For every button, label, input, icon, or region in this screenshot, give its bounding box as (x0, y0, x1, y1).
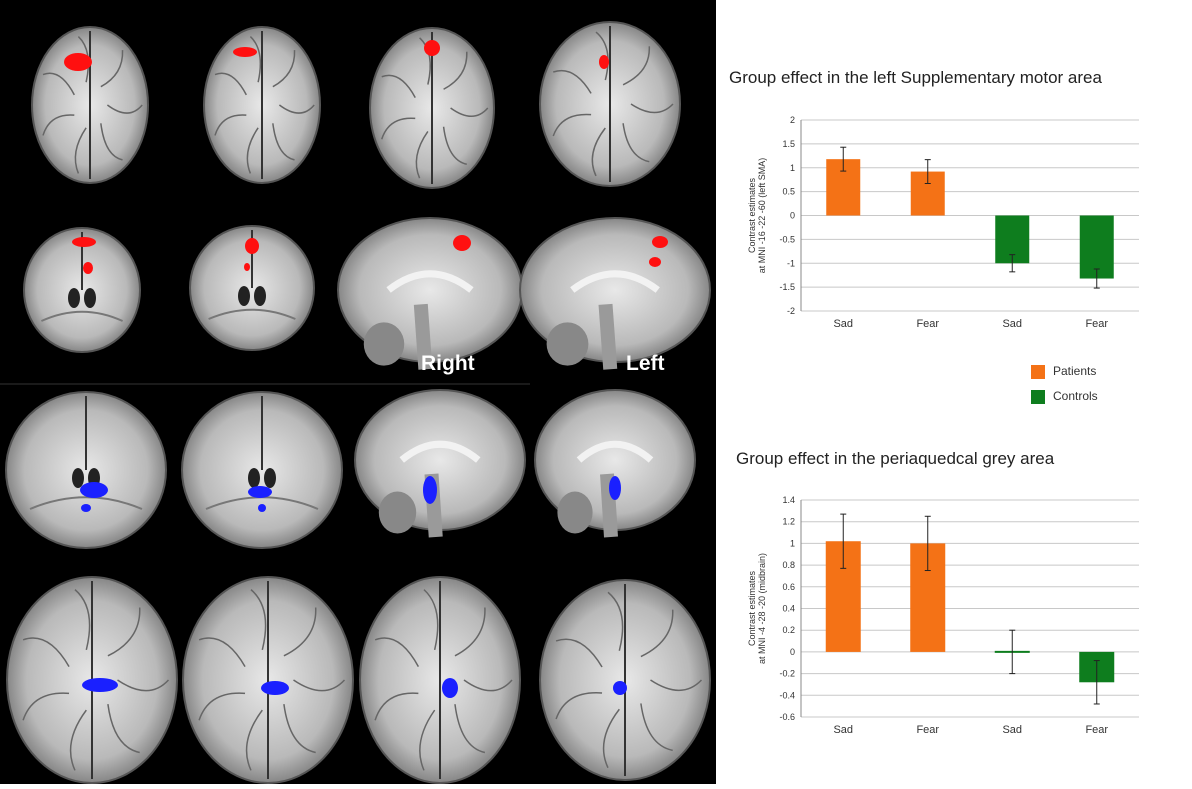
activation-blob (80, 482, 108, 498)
category-label: Fear (916, 318, 939, 330)
activation-blob (81, 504, 91, 512)
y-tick-label: 0.8 (782, 560, 795, 570)
y-tick-label: 0.5 (782, 187, 795, 197)
axial-slice (203, 26, 321, 184)
category-label: Sad (833, 724, 853, 736)
right-view-label: Right (421, 352, 475, 375)
activation-blob (599, 55, 609, 69)
bar (1079, 215, 1114, 279)
pag-bar-chart: -0.6 -0.4 -0.2 0 0.2 0.4 0.6 0.8 1 1.2 1.4 Contrast… (747, 495, 1139, 736)
axial-slice (359, 576, 521, 784)
y-tick-label: -2 (787, 306, 795, 316)
axial-slice (539, 21, 681, 187)
axial-slice (6, 576, 178, 784)
coronal-slice (23, 227, 141, 353)
y-tick-label: -0.4 (779, 690, 795, 700)
category-label: Sad (1002, 724, 1022, 736)
left-view-label: Left (626, 352, 665, 375)
axial-slice (539, 579, 711, 781)
y-axis-label: Contrast estimatesat MNI -4 -28 -20 (mid… (747, 553, 767, 664)
activation-blob (613, 681, 627, 695)
charts-panel: Group effect in the left Supplementary m… (716, 0, 1192, 784)
activation-blob (442, 678, 458, 698)
sagittal-slice (519, 217, 711, 370)
y-tick-label: 0.2 (782, 625, 795, 635)
category-label: Fear (1085, 724, 1108, 736)
activation-blob (261, 681, 289, 695)
activation-blob (72, 237, 96, 247)
legend-label-controls: Controls (1053, 389, 1098, 403)
category-label: Sad (1002, 318, 1022, 330)
y-tick-label: 1.2 (782, 517, 795, 527)
activation-blob (82, 678, 118, 692)
sagittal-slice (354, 389, 526, 538)
brain-slices-figure (0, 21, 711, 784)
coronal-slice (5, 391, 167, 549)
y-tick-label: 0.4 (782, 604, 795, 614)
y-tick-label: 2 (790, 115, 795, 125)
y-tick-label: -1.5 (779, 282, 795, 292)
y-tick-label: 1.5 (782, 139, 795, 149)
axial-slice (369, 27, 495, 189)
category-label: Fear (916, 724, 939, 736)
activation-blob (649, 257, 661, 267)
activation-blob (609, 476, 621, 500)
y-tick-label: 0 (790, 647, 795, 657)
activation-blob (453, 235, 471, 251)
y-tick-label: 1.4 (782, 495, 795, 505)
chart-2-title: Group effect in the periaquedcal grey ar… (736, 449, 1055, 468)
coronal-slice (189, 225, 315, 351)
activation-blob (233, 47, 257, 57)
activation-blob (64, 53, 92, 71)
activation-blob (244, 263, 250, 271)
y-tick-label: 0.6 (782, 582, 795, 592)
axial-slice (182, 576, 354, 784)
activation-blob (258, 504, 266, 512)
category-label: Sad (833, 318, 853, 330)
axial-slice (31, 26, 149, 184)
activation-blob (245, 238, 259, 254)
sma-bar-chart: -2 -1.5 -1 -0.5 0 0.5 1 1.5 2 Contrast estimatesa… (747, 115, 1139, 330)
y-tick-label: -0.2 (779, 669, 795, 679)
chart-1-title: Group effect in the left Supplementary m… (729, 68, 1102, 87)
y-tick-label: 1 (790, 163, 795, 173)
activation-blob (423, 476, 437, 504)
activation-blob (424, 40, 440, 56)
sagittal-slice (534, 389, 696, 538)
y-axis-label: Contrast estimatesat MNI -16 -22 -60 (le… (747, 158, 767, 274)
y-tick-label: 0 (790, 211, 795, 221)
activation-blob (83, 262, 93, 274)
activation-blob (652, 236, 668, 248)
legend-swatch-controls (1031, 390, 1045, 404)
legend-swatch-patients (1031, 365, 1045, 379)
y-tick-label: -1 (787, 258, 795, 268)
activation-blob (248, 486, 272, 498)
category-label: Fear (1085, 318, 1108, 330)
y-tick-label: 1 (790, 538, 795, 548)
sagittal-slice (337, 217, 523, 370)
legend-label-patients: Patients (1053, 364, 1097, 378)
y-tick-label: -0.6 (779, 712, 795, 722)
brain-image-panel: Right Left (0, 0, 716, 784)
coronal-slice (181, 391, 343, 549)
y-tick-label: -0.5 (779, 234, 795, 244)
